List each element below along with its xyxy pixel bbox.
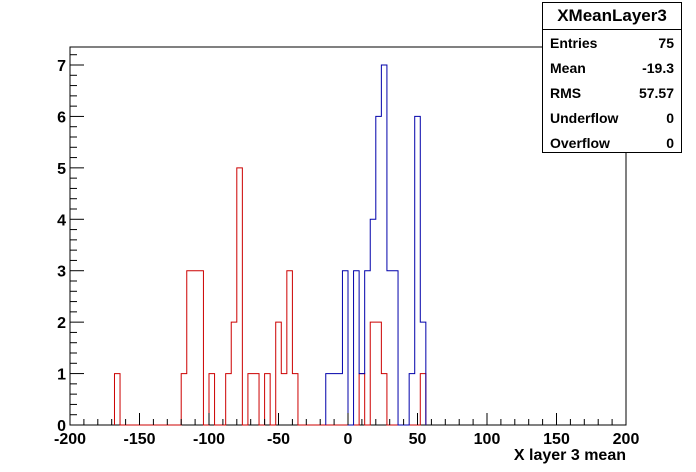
x-tick-label: 200 xyxy=(613,431,640,448)
stats-row-overflow: Overflow 0 xyxy=(543,130,681,155)
x-axis-title: X layer 3 mean xyxy=(514,447,626,464)
stats-value: 57.57 xyxy=(638,84,674,101)
x-tick-label: 100 xyxy=(474,431,501,448)
y-tick-label: 6 xyxy=(57,109,66,126)
stats-label: RMS xyxy=(550,84,582,101)
y-tick-label: 2 xyxy=(57,315,66,332)
stats-label: Overflow xyxy=(550,134,610,151)
y-tick-label: 3 xyxy=(57,264,66,281)
axis-layer: -200 -150 -100 -50 0 50 100 150 200 0 1 2 3 4 5 6 7 xyxy=(54,54,640,448)
series-layer xyxy=(113,64,427,426)
x-tick-label: -100 xyxy=(193,431,225,448)
stats-value: 0 xyxy=(666,134,674,151)
stats-row-underflow: Underflow 0 xyxy=(543,105,681,130)
stats-value: 75 xyxy=(658,34,674,51)
y-tick-label: 0 xyxy=(57,418,66,435)
y-tick-label: 7 xyxy=(57,58,66,75)
x-tick-label: -200 xyxy=(54,431,86,448)
stats-row-mean: Mean -19.3 xyxy=(543,55,681,80)
stats-row-entries: Entries 75 xyxy=(543,30,681,55)
stats-row-rms: RMS 57.57 xyxy=(543,80,681,105)
x-tick-label: 150 xyxy=(543,431,570,448)
x-tick-label: 0 xyxy=(344,431,353,448)
stats-title: XMeanLayer3 xyxy=(543,3,681,30)
stats-label: Mean xyxy=(550,59,586,76)
stats-label: Underflow xyxy=(550,109,619,126)
x-tick-label: 50 xyxy=(409,431,427,448)
stats-box: XMeanLayer3 Entries 75 Mean -19.3 RMS 57… xyxy=(542,2,682,153)
stats-value: 0 xyxy=(666,109,674,126)
y-tick-label: 4 xyxy=(57,212,66,229)
stats-value: -19.3 xyxy=(642,59,674,76)
histogram-series-2 xyxy=(325,64,427,426)
y-tick-label: 5 xyxy=(57,161,66,178)
histogram-series-1 xyxy=(113,167,427,426)
x-tick-label: -150 xyxy=(123,431,155,448)
y-tick-label: 1 xyxy=(57,367,66,384)
x-tick-label: -50 xyxy=(267,431,290,448)
stats-label: Entries xyxy=(550,34,598,51)
